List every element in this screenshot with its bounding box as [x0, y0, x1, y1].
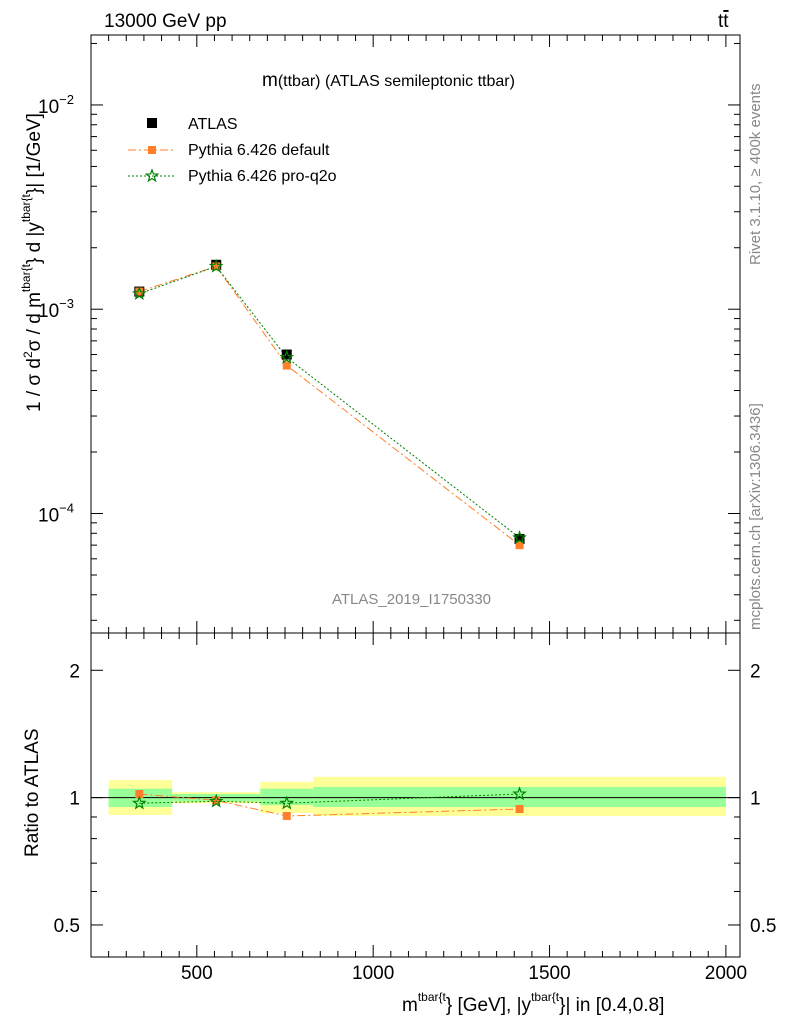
ylab-mid2: } d |y	[24, 222, 45, 264]
ratio-y-tick-label-left-0: 0.5	[54, 916, 80, 937]
plot-title-rest: (ttbar) (ATLAS semileptonic ttbar)	[278, 73, 515, 90]
ylab-sup-y: tbar{t	[19, 193, 33, 222]
ratio-line-0	[139, 793, 520, 817]
plot-title-m: m	[262, 70, 278, 91]
mcplots-reference-text: mcplots.cern.ch [arXiv:1306.3436]	[747, 403, 764, 630]
x-tick-labels: 500 1000 1500 2000	[181, 963, 747, 984]
legend-atlas-marker	[147, 118, 157, 128]
process-t: t	[718, 11, 724, 32]
main-line-2	[139, 265, 520, 539]
default-point-1	[212, 262, 221, 271]
legend: ATLAS Pythia 6.426 default Pythia 6.426 …	[128, 116, 337, 185]
xlab-sup2: tbar{t	[531, 990, 560, 1004]
analysis-watermark: ATLAS_2019_I1750330	[332, 591, 491, 608]
main-y-tick-label-base: 10	[38, 301, 59, 322]
atlas-point-3	[514, 534, 525, 545]
legend-atlas-label: ATLAS	[188, 116, 238, 133]
ratio-y-axis-label: Ratio to ATLAS	[22, 729, 43, 858]
energy-label: 13000 GeV pp	[104, 11, 227, 32]
main-y-tick-label-base: 10	[38, 505, 59, 526]
legend-proq2o-marker	[144, 168, 160, 183]
default-point-2	[282, 361, 291, 370]
ratio-y-tick-label-left-2: 2	[69, 661, 80, 682]
ylab-pre: 1 / σ d	[24, 358, 45, 412]
xlab-m: m	[402, 995, 418, 1016]
plot-title: m(ttbar) (ATLAS semileptonic ttbar)	[262, 70, 515, 91]
ylab-post: }| [1/GeV]	[24, 113, 45, 194]
x-tick-label-3: 2000	[705, 963, 747, 984]
x-tick-label-0: 500	[181, 963, 213, 984]
default-point-0	[135, 287, 144, 296]
main-y-tick-label-exp: −3	[59, 296, 74, 311]
x-axis-label: mtbar{t} [GeV], |ytbar{t}| in [0.4,0.8]	[402, 990, 664, 1016]
legend-proq2o-label: Pythia 6.426 pro-q2o	[188, 168, 337, 185]
main-y-tick-label-exp: −2	[59, 92, 74, 107]
process-label: tt	[718, 11, 729, 32]
ratio-proq2o-point-3	[512, 786, 527, 801]
ylab-mid: σ / d m	[24, 292, 45, 351]
ratio-y-tick-label-left-1: 1	[69, 789, 80, 810]
ratio-proq2o-point-1	[208, 793, 224, 808]
ylab-sup2: 2	[21, 351, 35, 358]
axis-ticks	[91, 35, 740, 957]
main-y-tick-label-1: 10−3	[38, 296, 74, 322]
ratio-default-point-3	[515, 804, 524, 813]
x-tick-label-1: 1000	[352, 963, 394, 984]
proq2o-point-2	[279, 349, 295, 364]
ylab-sup-m: tbar{t	[19, 263, 33, 292]
legend-default-marker	[148, 146, 156, 154]
ratio-y-tick-labels: 0.5 0.5 1 1 2 2	[54, 661, 777, 937]
main-y-tick-labels: 10−410−310−2	[38, 92, 74, 527]
main-y-tick-label-base: 10	[38, 97, 59, 118]
ratio-y-tick-label-right-0: 0.5	[750, 916, 776, 937]
main-series-layer	[131, 258, 527, 550]
main-y-axis-label: 1 / σ d2σ / d mtbar{t} d |ytbar{t}| [1/G…	[19, 113, 45, 412]
ratio-panel-frame	[90, 632, 741, 958]
ratio-y-tick-label-right-2: 2	[750, 661, 761, 682]
x-tick-label-2: 1500	[528, 963, 570, 984]
ratio-line-1	[139, 793, 520, 804]
main-y-tick-label-2: 10−2	[38, 92, 74, 118]
xlab-post: }| in [0.4,0.8]	[559, 995, 664, 1016]
ratio-proq2o-point-2	[279, 795, 295, 810]
ratio-series-layer	[131, 786, 527, 820]
ratio-default-point-2	[282, 811, 291, 820]
atlas-point-2	[281, 349, 292, 360]
main-line-1	[139, 265, 520, 546]
ratio-proq2o-point-0	[131, 795, 147, 810]
ratio-default-point-0	[135, 789, 144, 798]
proq2o-point-1	[208, 258, 224, 273]
default-point-3	[515, 541, 524, 550]
main-y-tick-label-exp: −4	[59, 500, 74, 515]
xlab-mid: } [GeV], |y	[446, 995, 532, 1016]
proq2o-point-0	[131, 286, 147, 301]
proq2o-point-3	[512, 530, 527, 545]
ratio-y-tick-label-right-1: 1	[750, 789, 761, 810]
xlab-sup1: tbar{t	[418, 990, 447, 1004]
rivet-version-text: Rivet 3.1.10, ≥ 400k events	[747, 83, 764, 265]
process-tbar: t	[723, 11, 729, 32]
ratio-bands	[108, 776, 726, 816]
legend-default-label: Pythia 6.426 default	[188, 142, 330, 159]
main-y-tick-label-0: 10−4	[38, 500, 74, 526]
ratio-default-point-1	[212, 796, 221, 805]
